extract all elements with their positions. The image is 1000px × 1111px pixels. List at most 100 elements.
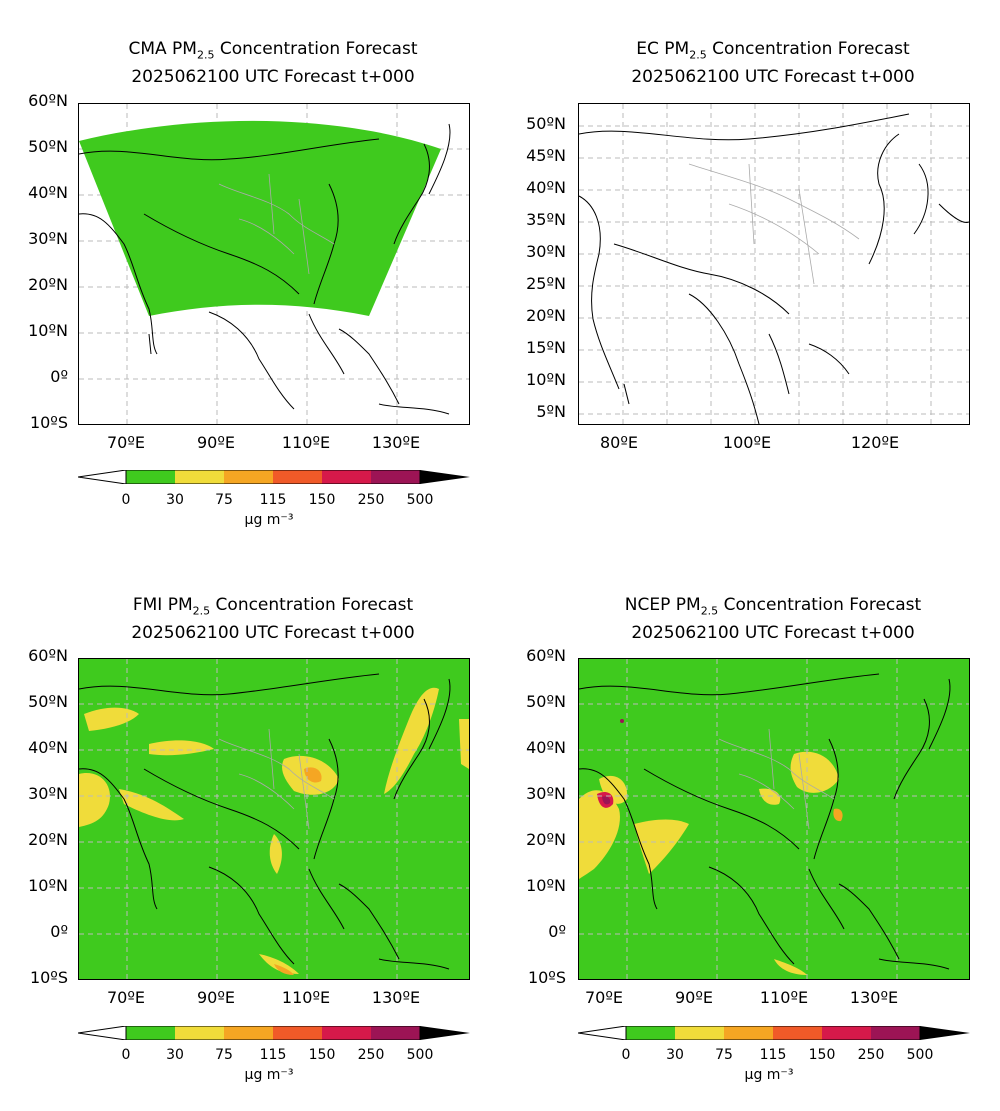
ncep-title: NCEP PM2.5 Concentration Forecast 202506… — [578, 594, 968, 644]
fmi-title: FMI PM2.5 Concentration Forecast 2025062… — [78, 594, 468, 644]
fmi-colorbar — [78, 1026, 470, 1040]
ncep-ytick: 10ºN — [526, 876, 566, 895]
cbar-bin — [773, 1026, 822, 1040]
ncep-map — [578, 658, 970, 980]
cbar-bin — [675, 1026, 724, 1040]
cbar-bin — [224, 470, 273, 484]
cbar-label: 250 — [857, 1047, 885, 1063]
fmi-ytick: 10ºN — [28, 876, 68, 895]
ncep-ytick: 40ºN — [526, 738, 566, 757]
cbar-label: 500 — [406, 492, 434, 508]
fmi-ytick: 20ºN — [28, 830, 68, 849]
cbar-bin — [322, 1026, 371, 1040]
ec-ytick: 40ºN — [526, 178, 566, 197]
cma-title: CMA PM2.5 Concentration Forecast 2025062… — [78, 38, 468, 88]
cbar-label: 250 — [357, 492, 385, 508]
fmi-ytick: 10ºS — [29, 968, 68, 987]
cbar-label: 30 — [166, 492, 184, 508]
cbar-bin — [626, 1026, 675, 1040]
ec-ytick: 45ºN — [526, 146, 566, 165]
fmi-ytick: 60ºN — [28, 646, 68, 665]
cbar-label: 500 — [406, 1047, 434, 1063]
cbar-unit: µg m⁻³ — [244, 1067, 294, 1083]
cma-title-line2: 2025062100 UTC Forecast t+000 — [131, 67, 415, 88]
fmi-ytick: 40ºN — [28, 738, 68, 757]
cma-xtick: 110ºE — [281, 433, 331, 452]
cma-title-sub: 2.5 — [196, 48, 215, 62]
ec-ytick: 15ºN — [526, 338, 566, 357]
fmi-ytick: 30ºN — [28, 784, 68, 803]
cbar-label: 75 — [215, 1047, 233, 1063]
fmi-ytick: 0º — [50, 922, 68, 941]
cbar-bin — [175, 1026, 224, 1040]
fmi-map — [78, 658, 470, 980]
ec-ytick: 20ºN — [526, 306, 566, 325]
ncep-ytick: 50ºN — [526, 692, 566, 711]
cbar-label: 0 — [621, 1047, 631, 1063]
cbar-bin — [126, 470, 175, 484]
cbar-bin — [273, 1026, 322, 1040]
cbar-label: 150 — [308, 1047, 336, 1063]
ec-title-sub: 2.5 — [689, 48, 707, 62]
fmi-ytick: 50ºN — [28, 692, 68, 711]
cma-title-prefix: CMA PM — [128, 39, 197, 59]
cbar-label: 30 — [166, 1047, 184, 1063]
ncep-title-line2: 2025062100 UTC Forecast t+000 — [631, 623, 915, 644]
cbar-label: 75 — [215, 492, 233, 508]
fmi-xtick: 90ºE — [196, 988, 235, 1007]
cbar-bin — [322, 470, 371, 484]
cbar-bin — [175, 470, 224, 484]
ec-title: EC PM2.5 Concentration Forecast 20250621… — [578, 38, 968, 88]
fmi-title-suffix: Concentration Forecast — [210, 595, 414, 615]
cbar-label: 0 — [121, 1047, 131, 1063]
cbar-label: 150 — [308, 492, 336, 508]
cbar-bin — [273, 470, 322, 484]
cma-ytick: 0º — [50, 367, 68, 386]
ncep-ytick: 20ºN — [526, 830, 566, 849]
ncep-title-sub: 2.5 — [700, 604, 719, 618]
cma-ytick: 20ºN — [28, 275, 68, 294]
ncep-ytick: 0º — [548, 922, 566, 941]
cma-ytick: 30ºN — [28, 229, 68, 248]
ec-title-suffix: Concentration Forecast — [706, 39, 910, 59]
cma-ytick: 50ºN — [28, 137, 68, 156]
cbar-bin — [371, 1026, 420, 1040]
ncep-title-suffix: Concentration Forecast — [718, 595, 922, 615]
cbar-bin — [126, 1026, 175, 1040]
ncep-ytick: 60ºN — [526, 646, 566, 665]
cma-ytick: 60ºN — [28, 91, 68, 110]
cbar-label: 30 — [666, 1047, 684, 1063]
cbar-label: 500 — [906, 1047, 934, 1063]
cma-xtick: 90ºE — [196, 433, 235, 452]
ncep-colorbar — [578, 1026, 970, 1040]
cbar-unit: µg m⁻³ — [244, 512, 294, 528]
cma-map — [78, 103, 470, 425]
ec-title-prefix: EC PM — [636, 39, 690, 59]
ec-ytick: 35ºN — [526, 210, 566, 229]
fmi-title-sub: 2.5 — [192, 604, 211, 618]
cma-xtick: 70ºE — [106, 433, 145, 452]
cbar-bin — [224, 1026, 273, 1040]
cbar-label: 115 — [259, 492, 287, 508]
ncep-ytick: 10ºS — [527, 968, 566, 987]
ec-xtick: 100ºE — [722, 433, 772, 452]
ec-ytick: 30ºN — [526, 242, 566, 261]
ncep-title-prefix: NCEP PM — [624, 595, 701, 615]
cbar-label: 115 — [759, 1047, 787, 1063]
cbar-label: 150 — [808, 1047, 836, 1063]
cbar-bin — [871, 1026, 920, 1040]
ec-map — [578, 103, 970, 425]
cma-colorbar — [78, 470, 470, 484]
fmi-title-prefix: FMI PM — [132, 595, 193, 615]
ec-xtick: 80ºE — [599, 433, 638, 452]
ncep-xtick: 110ºE — [759, 988, 809, 1007]
cbar-bin — [822, 1026, 871, 1040]
fmi-xtick: 130ºE — [371, 988, 421, 1007]
ec-ytick: 50ºN — [526, 114, 566, 133]
cma-title-suffix: Concentration Forecast — [214, 39, 418, 59]
fmi-xtick: 70ºE — [106, 988, 145, 1007]
ec-ytick: 5ºN — [536, 402, 566, 421]
ec-ytick: 25ºN — [526, 274, 566, 293]
cbar-label: 115 — [259, 1047, 287, 1063]
cma-xtick: 130ºE — [371, 433, 421, 452]
